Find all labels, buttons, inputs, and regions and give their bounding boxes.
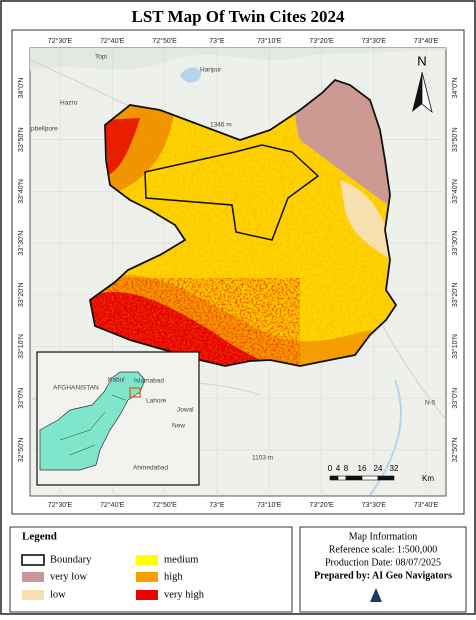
lon-label-top: 73°E <box>209 37 225 45</box>
legend-title: Legend <box>22 531 57 543</box>
legend-swatch <box>136 555 158 565</box>
legend-label: low <box>50 589 66 600</box>
lon-label-bottom: 73°40'E <box>414 501 439 509</box>
lon-label-bottom: 73°20'E <box>309 501 334 509</box>
lat-label-right: 33°50'N <box>451 127 459 152</box>
inset-label: Islamabad <box>134 378 164 385</box>
lat-label-right: 33°10'N <box>451 334 459 359</box>
inset-label: Lahore <box>146 398 167 405</box>
lon-label-top: 72°30'E <box>48 37 73 45</box>
lat-label-left: 33°40'N <box>17 179 25 204</box>
lat-label-left: 33°10'N <box>17 334 25 359</box>
legend-swatch <box>22 590 44 600</box>
legend-swatch <box>136 572 158 582</box>
legend-label: high <box>164 571 183 582</box>
info-box <box>299 526 467 613</box>
scale-label: 24 <box>374 464 383 473</box>
place-label: Hazro <box>60 100 78 107</box>
lat-label-left: 33°0'N <box>17 388 25 409</box>
inset-map: AFGHANISTAN Kabul Islamabad Lahore Jowal New A… <box>36 351 200 486</box>
terrain <box>30 48 446 70</box>
lat-label-right: 33°30'N <box>451 231 459 256</box>
legend-label: very high <box>164 589 205 600</box>
legend: Boundary very low low medium high very high <box>21 554 205 600</box>
lon-label-bottom: 72°30'E <box>48 501 73 509</box>
lon-label-top: 72°40'E <box>100 37 125 45</box>
scale-label: 0 <box>328 464 333 473</box>
legend-label: Boundary <box>50 554 92 565</box>
lat-label-right: 33°0'N <box>451 388 459 409</box>
province-lines <box>59 394 126 456</box>
map-title: LST Map Of Twin Cites 2024 <box>131 7 345 26</box>
place-label: 1346 m <box>210 122 232 129</box>
lat-label-right: 33°40'N <box>451 179 459 204</box>
legend-swatch <box>21 554 45 566</box>
info-title: Map Information <box>349 531 418 542</box>
lon-label-top: 72°50'E <box>152 37 177 45</box>
north-label: N <box>417 53 426 68</box>
lon-label-bottom: 73°30'E <box>362 501 387 509</box>
scale-segment <box>377 475 395 481</box>
lst-very-high-north <box>105 118 140 175</box>
scale-label: 8 <box>344 464 349 473</box>
scale-unit: Km <box>422 474 434 483</box>
scale-segment <box>361 475 379 481</box>
place-label: 1103 m <box>252 455 273 462</box>
lat-label-left: 33°20'N <box>17 282 25 307</box>
scale-bar: 0 4 8 16 24 32 Km <box>328 464 435 483</box>
lon-label-bottom: 72°40'E <box>100 501 125 509</box>
info-line: Production Date: 08/07/2025 <box>325 557 441 568</box>
inset-label: New <box>172 423 185 430</box>
scale-label: 16 <box>358 464 367 473</box>
lat-label-left: 33°30'N <box>17 231 25 256</box>
lon-label-top: 73°10'E <box>257 37 282 45</box>
islamabad-boundary <box>144 144 320 241</box>
legend-label: very low <box>50 571 87 582</box>
scale-segment <box>329 475 339 481</box>
legend-label: medium <box>164 554 198 565</box>
lat-label-left: 32°50'N <box>17 438 25 463</box>
north-arrow-left <box>412 72 422 112</box>
info-line: Reference scale: 1:500,000 <box>329 544 438 555</box>
logo <box>370 588 382 602</box>
inset-label: AFGHANISTAN <box>53 385 99 392</box>
lat-label-left: 34°0'N <box>17 78 25 99</box>
info-line: Prepared by: AI Geo Navigators <box>314 570 452 581</box>
inset-label: Kabul <box>108 377 125 384</box>
study-area-box <box>129 387 141 398</box>
scale-label: 32 <box>390 464 399 473</box>
place-label: Topi <box>95 54 107 61</box>
place-label: pbellpore <box>31 126 58 133</box>
inset-label: Ahmedabad <box>133 465 168 472</box>
place-label: N-5 <box>425 400 436 407</box>
lst-low <box>340 180 392 260</box>
lon-label-top: 73°20'E <box>309 37 334 45</box>
lat-label-right: 34°0'N <box>451 78 459 99</box>
pakistan <box>39 371 146 471</box>
scale-segment <box>337 475 347 481</box>
lat-label-right: 32°50'N <box>451 438 459 463</box>
north-arrow-right <box>421 71 433 114</box>
inset-labels: AFGHANISTAN Kabul Islamabad Lahore Jowal New A… <box>53 377 194 472</box>
lon-label-top: 73°40'E <box>414 37 439 45</box>
river <box>369 379 402 496</box>
scale-segment <box>345 475 363 481</box>
lon-label-bottom: 73°E <box>209 501 225 509</box>
lat-label-right: 33°20'N <box>451 282 459 307</box>
legend-swatch <box>136 590 158 600</box>
north-arrow: N <box>412 53 433 114</box>
water <box>180 67 201 83</box>
place-label: Haripur <box>200 67 222 74</box>
lon-label-top: 73°30'E <box>362 37 387 45</box>
legend-swatch <box>22 572 44 582</box>
scale-label: 4 <box>336 464 341 473</box>
inset-label: Jowal <box>177 407 194 414</box>
lat-label-left: 33°50'N <box>17 127 25 152</box>
lon-label-bottom: 72°50'E <box>152 501 177 509</box>
lon-label-bottom: 73°10'E <box>257 501 282 509</box>
